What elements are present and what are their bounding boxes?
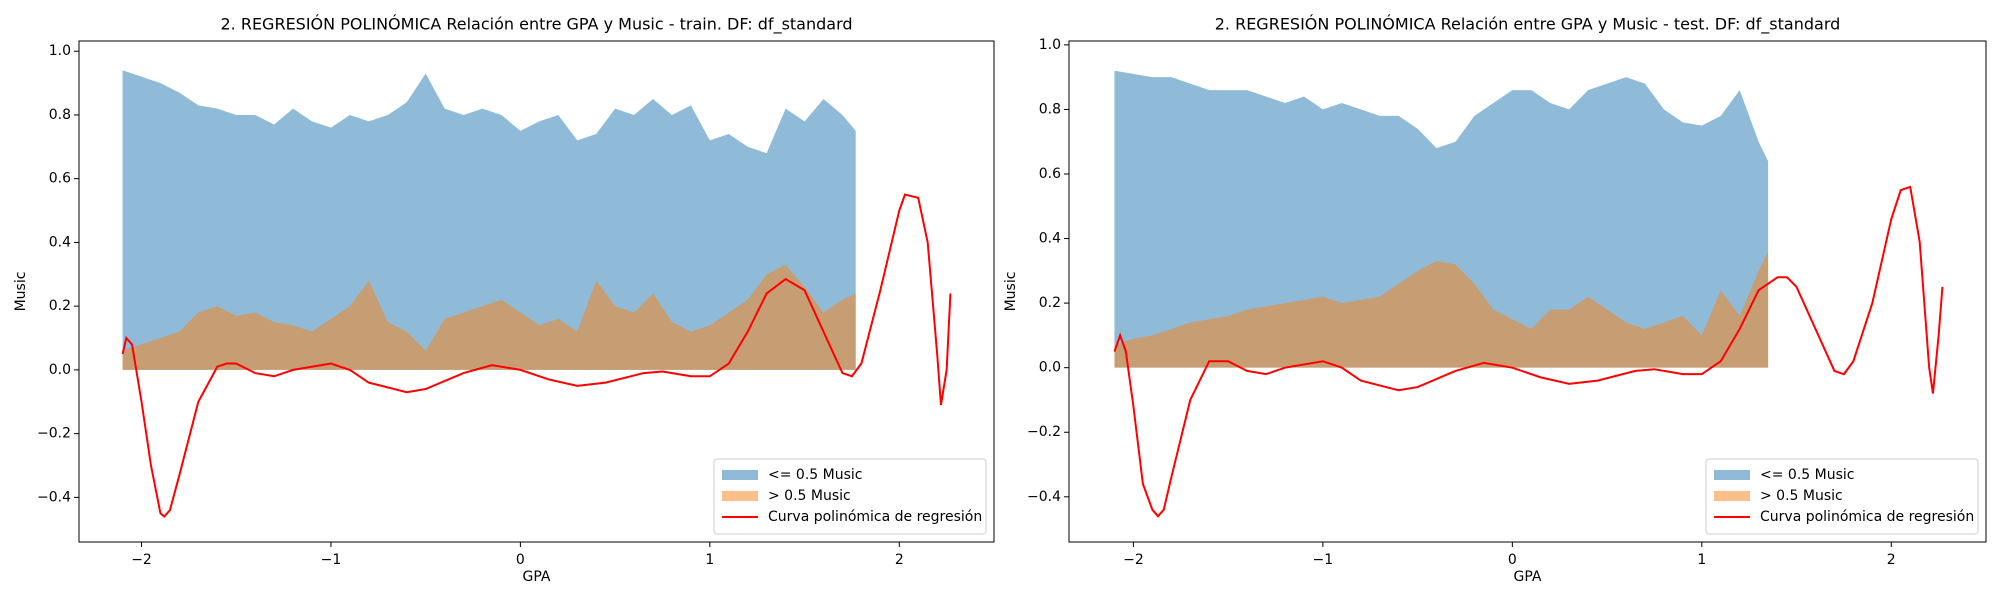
legend-box (713, 458, 987, 535)
y-tick-label: −0.4 (1027, 489, 1061, 505)
y-tick-label: 0.4 (49, 234, 71, 250)
y-axis-label: Music (1003, 272, 1019, 312)
plot-area (121, 70, 952, 518)
y-tick-label: 0.4 (1039, 231, 1061, 247)
legend-swatch (722, 491, 758, 501)
area (1114, 251, 1769, 368)
y-tick-label: 0.6 (49, 171, 71, 187)
legend-label: Curva polinómica de regresión (768, 509, 982, 525)
x-axis-label: GPA (1514, 569, 1542, 585)
legend: <= 0.5 Music > 0.5 Music Curva polinómica … (1705, 458, 1979, 535)
y-tick-label: 0.2 (1039, 295, 1061, 311)
x-tick-label: −2 (131, 552, 152, 568)
x-tick-label: 0 (516, 552, 525, 568)
area (122, 264, 856, 370)
area (1114, 70, 1769, 368)
y-tick-label: 1.0 (1039, 37, 1061, 53)
axes-frame (78, 40, 995, 543)
x-tick-label: 2 (895, 552, 904, 568)
x-tick-label: 1 (1697, 552, 1706, 568)
y-tick-label: 0.8 (1039, 101, 1061, 117)
y-tick-label: 0.0 (49, 362, 71, 378)
legend-swatch (722, 470, 758, 480)
y-axis-label: Music (13, 272, 29, 312)
legend-label: Curva polinómica de regresión (1760, 509, 1974, 525)
legend-swatch (1714, 470, 1750, 480)
y-tick-label: −0.2 (37, 426, 71, 442)
x-tick-label: 1 (705, 552, 714, 568)
x-tick-label: −2 (1123, 552, 1144, 568)
subplot: 2. REGRESIÓN POLINÓMICA Relación entre G… (13, 15, 995, 585)
legend-label: > 0.5 Music (1760, 488, 1843, 504)
x-axis-label: GPA (523, 569, 551, 585)
legend-swatch (1714, 491, 1750, 501)
line (121, 193, 952, 518)
line (1113, 185, 1944, 518)
y-tick-label: 0.6 (1039, 166, 1061, 182)
chart-title: 2. REGRESIÓN POLINÓMICA Relación entre G… (220, 15, 852, 35)
y-tick-label: 0.8 (49, 107, 71, 123)
x-tick-label: −1 (321, 552, 342, 568)
y-tick-label: 0.0 (1039, 360, 1061, 376)
chart-title: 2. REGRESIÓN POLINÓMICA Relación entre G… (1215, 15, 1841, 35)
legend-label: <= 0.5 Music (1760, 467, 1854, 483)
x-tick-label: −1 (1313, 552, 1334, 568)
x-tick-label: 2 (1887, 552, 1896, 568)
area (122, 70, 856, 370)
plot-area (1113, 70, 1944, 518)
subplot: 2. REGRESIÓN POLINÓMICA Relación entre G… (1003, 15, 1987, 585)
y-tick-label: 0.2 (49, 298, 71, 314)
legend-label: <= 0.5 Music (768, 467, 862, 483)
legend-box (1705, 458, 1979, 535)
y-tick-label: −0.4 (37, 489, 71, 505)
legend: <= 0.5 Music > 0.5 Music Curva polinómica … (713, 458, 987, 535)
y-tick-label: −0.2 (1027, 424, 1061, 440)
legend-label: > 0.5 Music (768, 488, 851, 504)
axes-frame (1068, 40, 1987, 543)
y-tick-label: 1.0 (49, 43, 71, 59)
x-tick-label: 0 (1508, 552, 1517, 568)
